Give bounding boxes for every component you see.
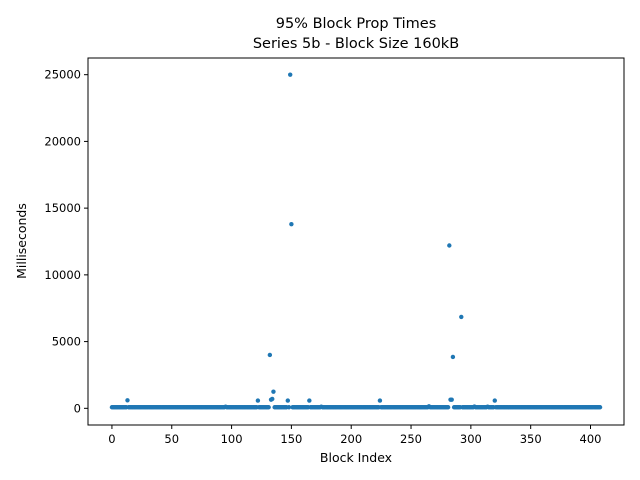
data-point: [288, 72, 293, 77]
data-point: [377, 398, 383, 403]
y-axis: 0 5000 10000 15000 20000 25000: [44, 68, 88, 415]
x-axis: 0 50 100 150 200 250 300 350 400: [108, 425, 601, 446]
data-point: [450, 354, 456, 360]
y-axis-label: Milliseconds: [14, 203, 29, 279]
x-tick-label: 150: [280, 432, 302, 446]
y-tick-label: 10000: [44, 268, 81, 282]
y-tick-label: 5000: [52, 335, 81, 349]
data-point: [492, 398, 497, 403]
data-point: [285, 398, 290, 403]
data-point: [447, 243, 452, 248]
y-tick-label: 25000: [44, 68, 81, 82]
y-tick-label: 20000: [44, 134, 81, 148]
plot-frame: [87, 57, 625, 426]
data-point: [267, 352, 273, 358]
data-points: [109, 72, 603, 410]
data-point: [270, 396, 275, 402]
data-point: [597, 405, 603, 410]
data-point: [459, 314, 464, 320]
x-tick-label: 200: [340, 432, 362, 446]
x-tick-label: 0: [108, 432, 115, 446]
data-point: [289, 221, 294, 227]
data-point: [255, 398, 261, 403]
data-point: [266, 405, 271, 410]
x-axis-label: Block Index: [320, 450, 392, 465]
y-tick-label: 15000: [44, 201, 81, 215]
x-tick-label: 400: [580, 432, 602, 446]
x-tick-label: 100: [221, 432, 243, 446]
data-point: [307, 398, 312, 403]
chart-subtitle: Series 5b - Block Size 160kB: [253, 36, 459, 52]
x-tick-label: 50: [164, 432, 179, 446]
data-point: [271, 389, 276, 394]
y-tick-label: 0: [74, 401, 81, 415]
chart-title: 95% Block Prop Times: [276, 16, 437, 32]
x-tick-label: 300: [460, 432, 482, 446]
data-point: [286, 405, 292, 410]
data-point: [449, 397, 454, 402]
x-tick-label: 350: [520, 432, 542, 446]
data-point: [445, 405, 451, 410]
data-point: [125, 398, 130, 403]
x-tick-label: 250: [400, 432, 422, 446]
